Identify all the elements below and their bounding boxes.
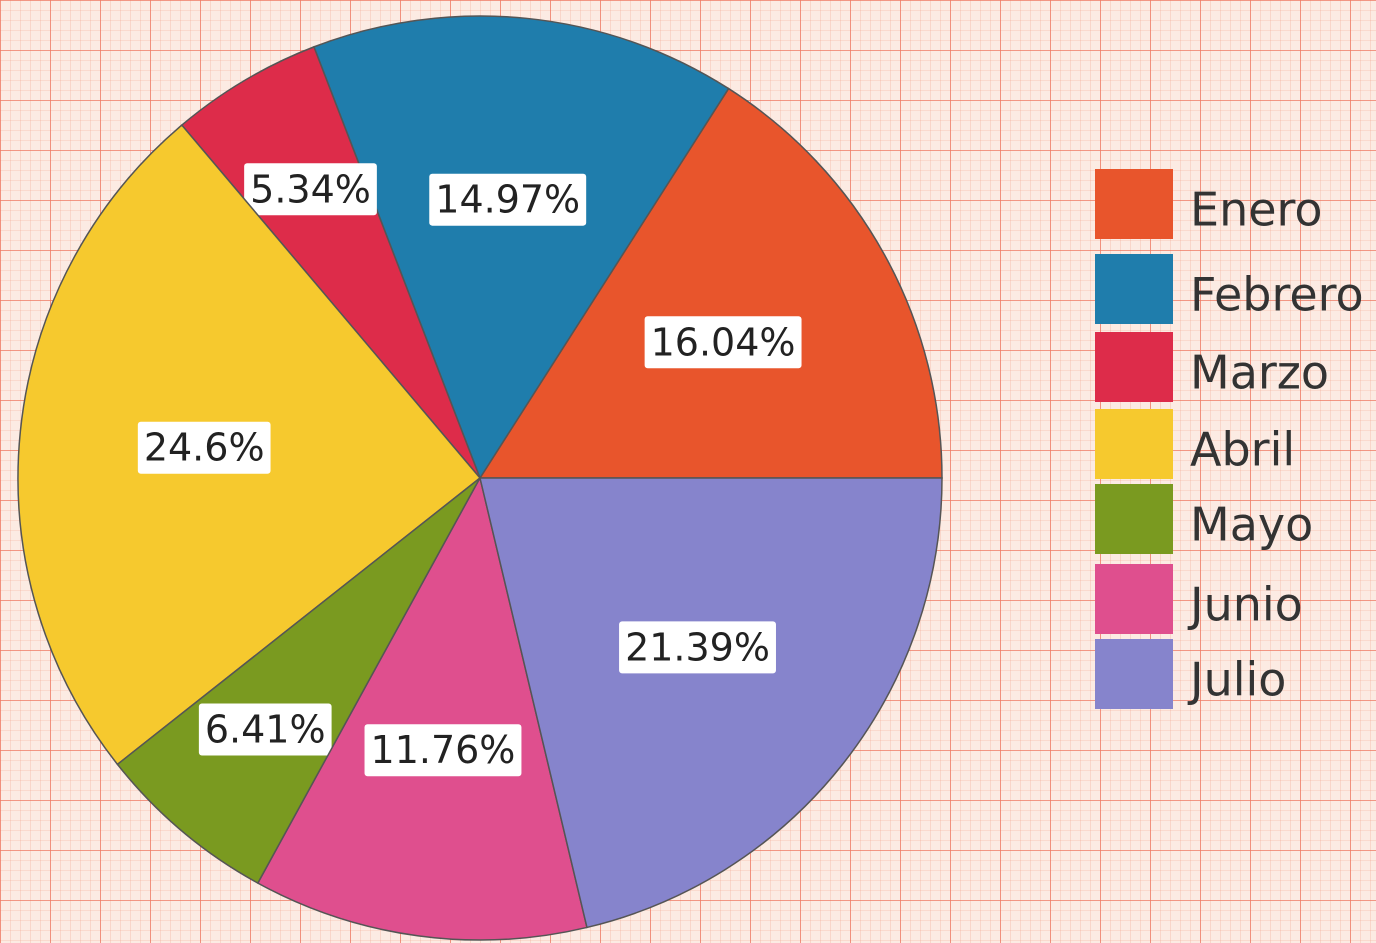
legend-swatch (1095, 254, 1173, 324)
data-label: 14.97% (435, 178, 580, 222)
legend-swatch (1095, 564, 1173, 634)
legend-label: Abril (1190, 423, 1295, 477)
legend-label: Junio (1187, 578, 1303, 632)
legend-label: Marzo (1190, 346, 1329, 400)
data-label: 24.6% (144, 426, 265, 470)
legend-swatch (1095, 639, 1173, 709)
data-label: 16.04% (651, 320, 796, 364)
legend-label: Mayo (1190, 498, 1313, 552)
data-label: 11.76% (371, 728, 516, 772)
legend-swatch (1095, 484, 1173, 554)
data-label: 5.34% (250, 167, 371, 211)
legend-label: Julio (1187, 653, 1286, 707)
legend-label: Enero (1190, 183, 1323, 237)
legend-swatch (1095, 332, 1173, 402)
pie: 16.04% 14.97% 5.34% 24.6% 6.41% 11.76% 21.39% (18, 16, 942, 940)
legend-swatch (1095, 409, 1173, 479)
legend-label: Febrero (1190, 268, 1364, 322)
legend-swatch (1095, 169, 1173, 239)
data-label: 21.39% (625, 625, 770, 669)
data-label: 6.41% (205, 708, 326, 752)
chart: 16.04%14.97%5.34%24.6%6.41%11.76%21.39% … (0, 0, 1376, 943)
